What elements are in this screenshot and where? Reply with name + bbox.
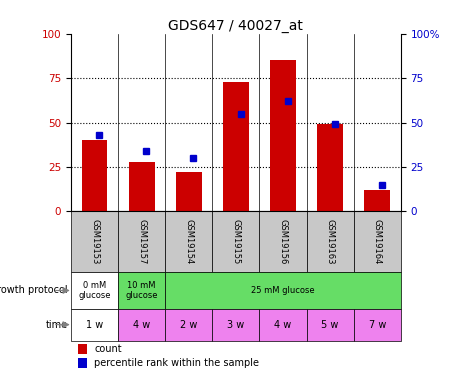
Text: 1 w: 1 w	[86, 320, 103, 330]
Bar	[165, 309, 213, 341]
Text: GSM19163: GSM19163	[326, 219, 335, 265]
Text: GSM19155: GSM19155	[231, 219, 240, 264]
Text: 3 w: 3 w	[227, 320, 245, 330]
Text: GSM19164: GSM19164	[373, 219, 382, 265]
Text: percentile rank within the sample: percentile rank within the sample	[94, 358, 259, 368]
Bar	[165, 211, 213, 273]
Text: time: time	[45, 320, 68, 330]
Bar	[306, 309, 354, 341]
Text: 4 w: 4 w	[133, 320, 150, 330]
Text: 4 w: 4 w	[274, 320, 292, 330]
Bar	[176, 172, 202, 211]
Bar	[71, 273, 118, 309]
Bar	[118, 309, 165, 341]
Bar	[213, 309, 259, 341]
Bar	[129, 162, 155, 211]
Bar	[71, 309, 118, 341]
Bar	[354, 211, 401, 273]
Text: 7 w: 7 w	[369, 320, 386, 330]
Bar	[306, 211, 354, 273]
Text: 0 mM
glucose: 0 mM glucose	[78, 281, 111, 300]
Bar	[71, 211, 118, 273]
Text: 5 w: 5 w	[322, 320, 339, 330]
Bar	[364, 190, 390, 211]
Bar	[77, 357, 87, 368]
Title: GDS647 / 40027_at: GDS647 / 40027_at	[169, 19, 303, 33]
Text: GSM19154: GSM19154	[184, 219, 193, 264]
Bar	[82, 140, 108, 212]
Bar	[317, 124, 343, 211]
Text: GSM19157: GSM19157	[137, 219, 146, 265]
Bar	[259, 211, 306, 273]
Bar	[259, 309, 306, 341]
Bar	[213, 211, 259, 273]
Text: count: count	[94, 344, 122, 354]
Bar	[77, 344, 87, 354]
Text: growth protocol: growth protocol	[0, 285, 68, 296]
Text: 25 mM glucose: 25 mM glucose	[251, 286, 315, 295]
Bar	[118, 273, 165, 309]
Bar	[118, 211, 165, 273]
Bar	[270, 60, 296, 211]
Text: GSM19153: GSM19153	[90, 219, 99, 265]
Text: GSM19156: GSM19156	[278, 219, 288, 265]
Bar	[165, 273, 401, 309]
Bar	[354, 309, 401, 341]
Text: 2 w: 2 w	[180, 320, 197, 330]
Bar	[223, 82, 249, 212]
Text: 10 mM
glucose: 10 mM glucose	[125, 281, 158, 300]
